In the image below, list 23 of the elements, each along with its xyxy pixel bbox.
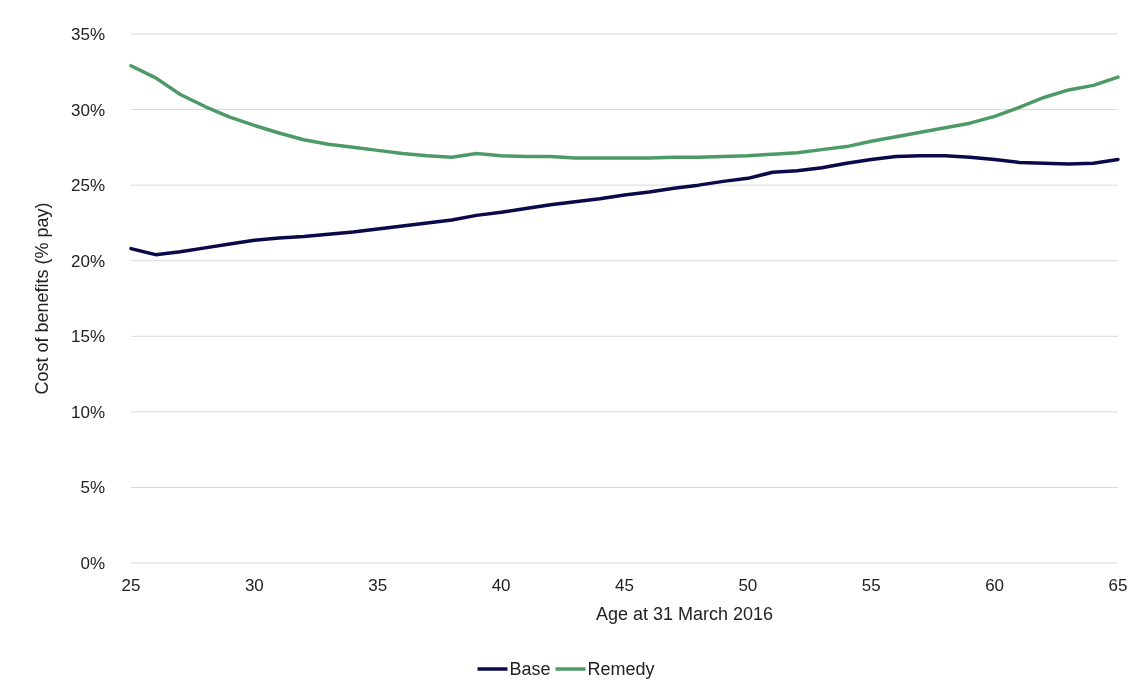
x-tick-label: 60 (985, 576, 1005, 595)
y-tick-label: 0% (80, 553, 105, 573)
x-tick-label: 55 (861, 576, 881, 595)
x-tick-label: 35 (368, 576, 388, 595)
x-tick-label: 65 (1108, 576, 1128, 595)
x-tick-label: 25 (121, 576, 141, 595)
y-axis-title: Cost of benefits (% pay) (32, 202, 52, 395)
x-tick-label: 40 (491, 576, 511, 595)
legend-label: Remedy (587, 659, 655, 680)
y-tick-label: 10% (70, 402, 105, 422)
x-axis-title: Age at 31 March 2016 (595, 604, 774, 624)
x-tick-label: 45 (615, 576, 634, 595)
y-tick-label: 20% (70, 251, 105, 271)
x-tick-label: 30 (244, 576, 264, 595)
legend-label: Base (509, 659, 551, 680)
x-tick-label: 50 (738, 576, 758, 595)
line-series (129, 63, 1120, 160)
y-tick-label: 25% (70, 176, 105, 196)
y-tick-label: 5% (80, 478, 105, 498)
y-tick-label: 35% (70, 24, 105, 44)
y-tick-label: 30% (70, 100, 105, 120)
y-tick-label: 15% (70, 327, 105, 347)
line-series (129, 153, 1120, 257)
